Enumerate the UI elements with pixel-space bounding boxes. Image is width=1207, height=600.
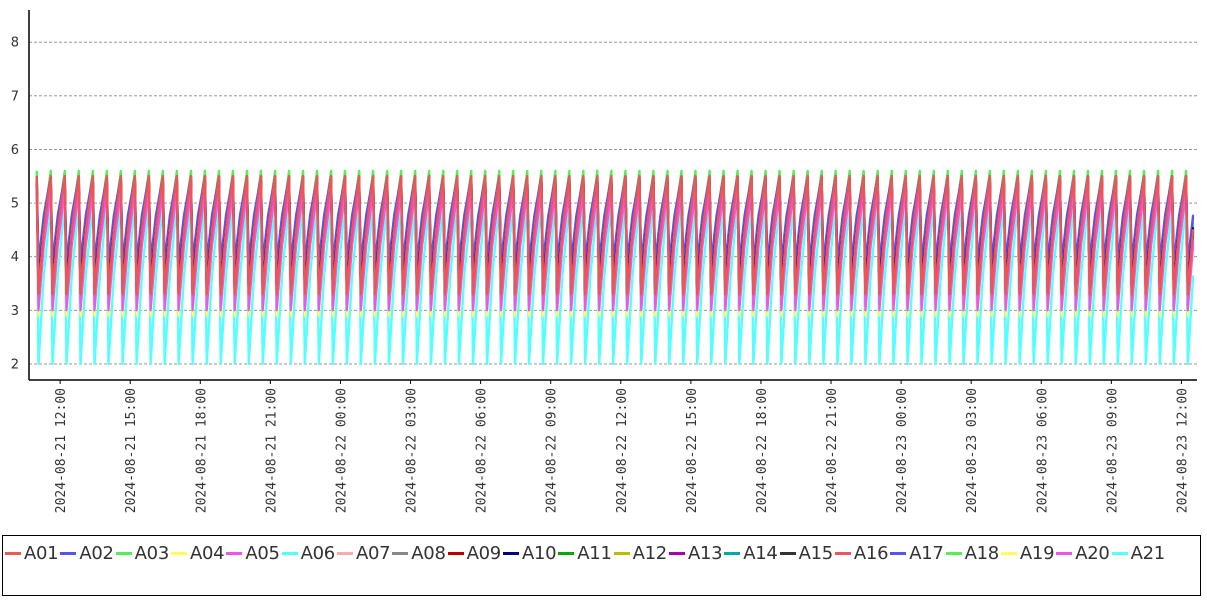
legend-label: A18 [964, 543, 1000, 564]
legend-swatch [1000, 552, 1017, 555]
legend-swatch [834, 552, 851, 555]
legend-item-a19: A19 [1000, 539, 1055, 568]
legend-item-a03: A03 [115, 539, 170, 568]
legend-label: A10 [521, 543, 557, 564]
legend-swatch [779, 552, 796, 555]
x-tick-label: 2024-08-23 06:00 [1035, 388, 1050, 513]
y-tick-label: 2 [11, 357, 19, 372]
legend-item-a15: A15 [779, 539, 834, 568]
y-tick-label: 7 [11, 89, 19, 104]
legend-swatch [115, 552, 132, 555]
x-tick-label: 2024-08-21 15:00 [124, 388, 139, 513]
legend-item-a05: A05 [226, 539, 280, 568]
legend-item-a12: A12 [613, 539, 668, 568]
legend-swatch [1111, 552, 1128, 555]
y-tick-label: 5 [11, 197, 19, 212]
y-tick-label: 3 [11, 304, 19, 319]
legend-item-a17: A17 [890, 539, 944, 568]
legend-label: A19 [1019, 543, 1055, 564]
legend-item-a18: A18 [945, 539, 1000, 568]
x-tick-label: 2024-08-22 03:00 [405, 388, 420, 513]
legend-item-a16: A16 [834, 539, 889, 568]
legend-item-a02: A02 [60, 539, 114, 568]
x-tick-label: 2024-08-23 00:00 [895, 388, 910, 513]
legend-label: A06 [300, 543, 336, 564]
legend-swatch [668, 552, 685, 555]
x-tick-label: 2024-08-21 21:00 [264, 388, 279, 513]
legend-swatch [226, 552, 243, 555]
x-tick-label: 2024-08-22 18:00 [755, 388, 770, 513]
legend-label: A21 [1130, 543, 1166, 564]
x-tick-label: 2024-08-22 06:00 [475, 388, 490, 513]
legend-label: A13 [687, 543, 723, 564]
x-tick-label: 2024-08-21 12:00 [54, 388, 69, 513]
legend-item-a20: A20 [1056, 539, 1110, 568]
legend-item-a13: A13 [668, 539, 723, 568]
legend-label: A04 [189, 543, 225, 564]
legend-swatch [724, 552, 741, 555]
legend-label: A16 [853, 543, 889, 564]
legend-swatch [336, 552, 353, 555]
legend-item-a11: A11 [558, 539, 612, 568]
legend-label: A01 [24, 543, 59, 564]
legend-item-a08: A08 [392, 539, 446, 568]
legend-item-a10: A10 [502, 539, 557, 568]
legend-item-a14: A14 [724, 539, 778, 568]
legend-label: A11 [577, 543, 612, 564]
legend-swatch [170, 552, 187, 555]
legend-item-a01: A01 [5, 539, 59, 568]
legend-item-a04: A04 [170, 539, 225, 568]
x-tick-label: 2024-08-23 09:00 [1105, 388, 1120, 513]
legend-label: A08 [411, 543, 446, 564]
legend-label: A20 [1075, 543, 1110, 564]
series-lines [35, 169, 1195, 365]
legend-swatch [447, 552, 464, 555]
x-tick-label: 2024-08-22 09:00 [545, 388, 560, 513]
legend-label: A15 [798, 543, 834, 564]
legend-label: A14 [743, 543, 778, 564]
legend-label: A02 [79, 543, 114, 564]
y-tick-label: 4 [11, 250, 19, 265]
legend-swatch [945, 552, 962, 555]
legend-swatch [392, 552, 409, 555]
y-tick-label: 8 [11, 36, 19, 51]
axes [28, 10, 1197, 384]
legend-swatch [502, 552, 519, 555]
line-chart: 2 3 4 5 6 7 8 2024-08-21 12:00 2024-08-21 15:00… [11, 10, 1197, 513]
legend-label: A07 [355, 543, 391, 564]
x-tick-label: 2024-08-22 15:00 [685, 388, 700, 513]
y-tick-labels: 2 3 4 5 6 7 8 [11, 36, 19, 373]
x-tick-labels: 2024-08-21 12:00 2024-08-21 15:00 2024-08-… [54, 388, 1190, 513]
legend-label: A12 [632, 543, 668, 564]
series-line-a21 [35, 201, 1195, 365]
legend-item-a09: A09 [447, 539, 502, 568]
x-tick-label: 2024-08-23 12:00 [1175, 388, 1190, 513]
legend-label: A03 [134, 543, 170, 564]
x-tick-label: 2024-08-22 21:00 [825, 388, 840, 513]
legend-swatch [281, 552, 298, 555]
legend-label: A05 [245, 543, 280, 564]
legend-swatch [5, 552, 21, 555]
series-line-a20 [35, 185, 1195, 306]
legend-label: A17 [909, 543, 944, 564]
series-line-a16 [35, 175, 1195, 296]
x-tick-label: 2024-08-22 00:00 [334, 388, 349, 513]
x-tick-label: 2024-08-21 18:00 [194, 388, 209, 513]
x-tick-label: 2024-08-23 03:00 [965, 388, 980, 513]
legend-item-a06: A06 [281, 539, 336, 568]
legend-item-a21: A21 [1111, 539, 1166, 568]
legend-item-a07: A07 [336, 539, 391, 568]
legend-label: A09 [466, 543, 502, 564]
y-tick-label: 6 [11, 143, 19, 158]
legend: A01 A02 A03 A04 A05 A06 A07 A08 A09 A10 A11 A12 A13 A… [2, 535, 1201, 596]
legend-swatch [890, 552, 907, 555]
legend-swatch [1056, 552, 1073, 555]
legend-swatch [613, 552, 630, 555]
legend-swatch [558, 552, 575, 555]
x-tick-label: 2024-08-22 12:00 [615, 388, 630, 513]
legend-swatch [60, 552, 77, 555]
